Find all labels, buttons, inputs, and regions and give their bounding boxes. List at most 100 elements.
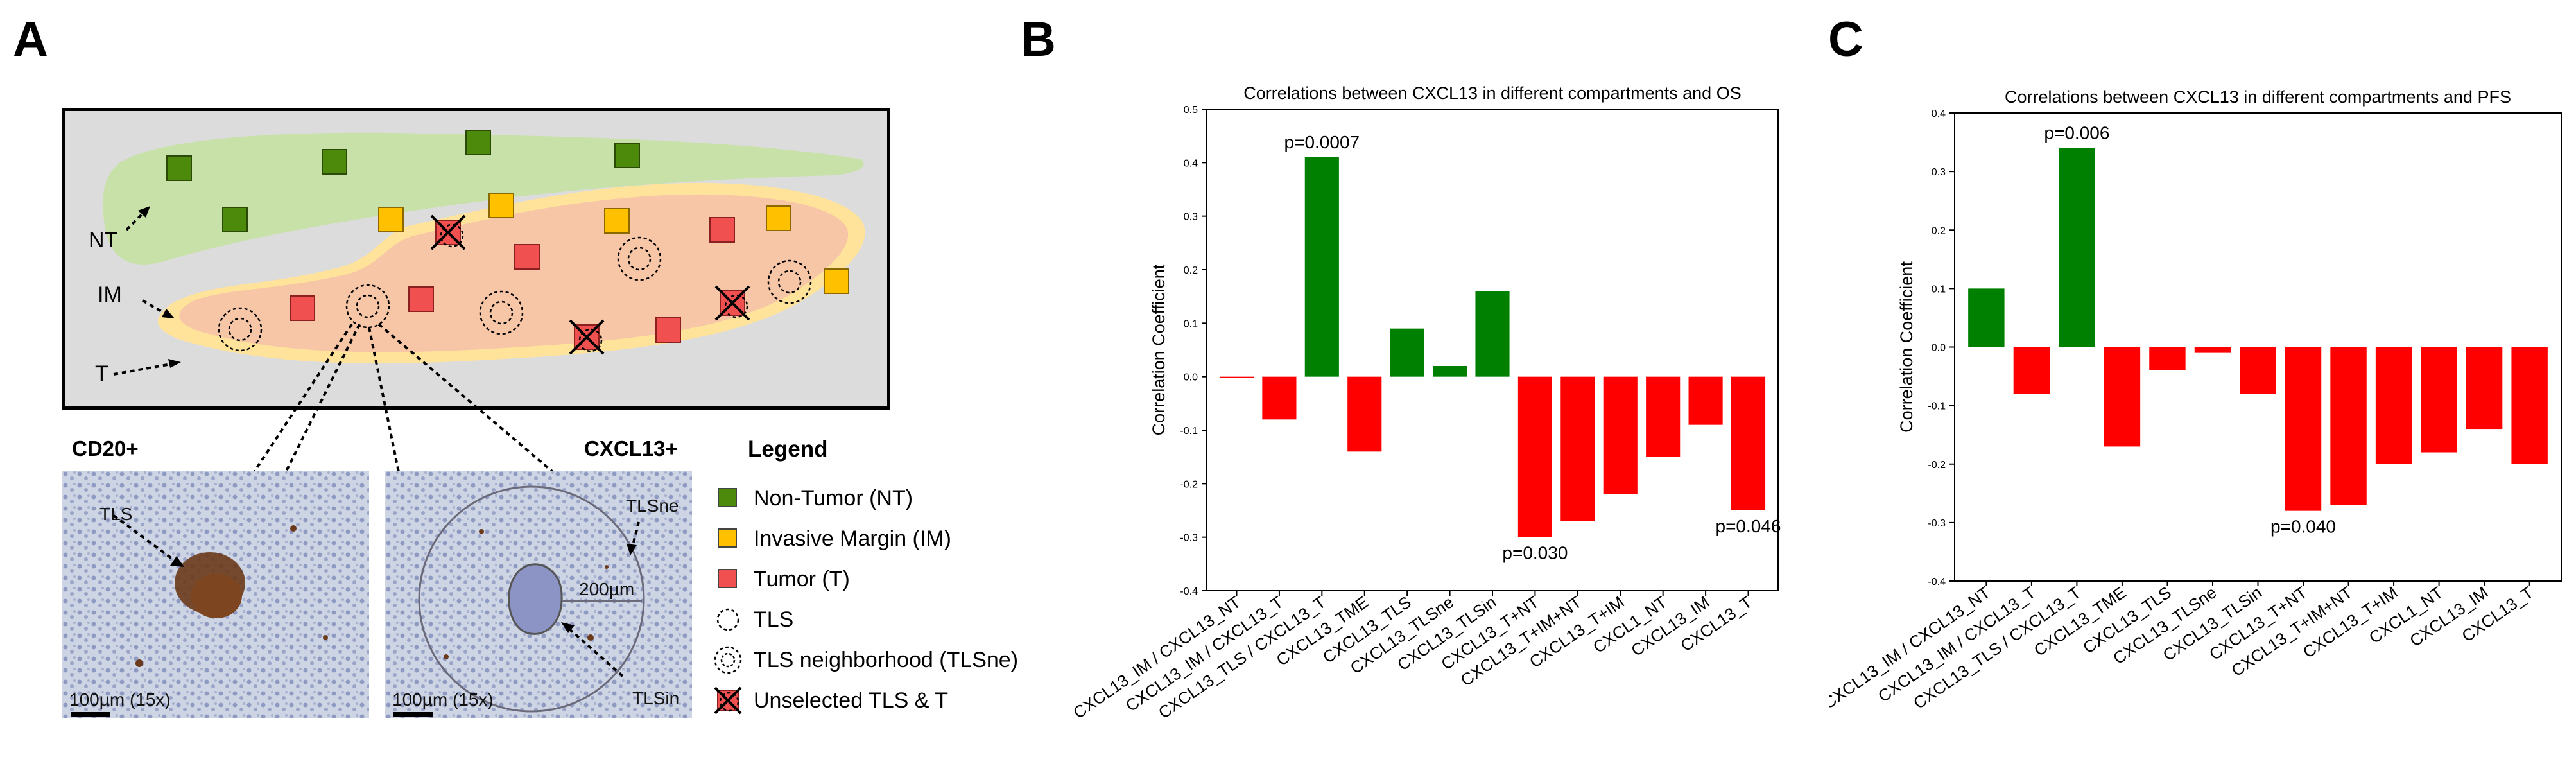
y-axis-label: Correlation Coefficient [1149,264,1168,435]
schematic-svg: NT IM T [89,130,865,386]
legend-title: Legend [748,437,828,462]
y-tick-label: 0.5 [1184,105,1198,116]
bar [1688,376,1723,425]
chart-c: Correlations between CXCL13 in different… [1829,87,2562,713]
legend-item-nt: Non-Tumor (NT) [714,483,913,514]
y-tick-label: 0.1 [1932,284,1946,295]
nt-label: NT [89,228,117,252]
y-tick-label: -0.2 [1928,460,1946,471]
legend-item-label: TLS neighborhood (TLSne) [754,647,1019,672]
bar [1347,376,1382,452]
bar [1433,366,1467,377]
bar [1475,291,1510,377]
double-dashed-circle-icon [714,646,742,674]
y-axis-label: Correlation Coefficient [1897,261,1916,433]
legend-item-unselected: Unselected TLS & T [714,685,948,716]
im-label: IM [98,283,122,307]
red-square-icon [714,565,742,593]
x-tick-label: CXCL13_IM / CXCL13_NT [1069,592,1244,722]
legend-item-label: TLS [754,607,794,632]
region-pointer-arrowheads [138,206,181,368]
bar [1219,376,1254,378]
p-value-annotation: p=0.006 [2044,123,2109,143]
cxcl13-scale-label: 100µm (15x) [392,690,494,709]
y-tick-label: 0.2 [1932,225,1946,236]
nt-markers [166,130,640,232]
bar [1517,376,1552,537]
y-tick-label: -0.1 [1180,426,1198,437]
cd20-title: CD20+ [72,437,139,460]
panel-c-letter: C [1828,12,1863,67]
y-tick-label: -0.4 [1180,586,1198,597]
bar [1304,157,1339,377]
bar [2466,347,2503,430]
cd20-micrograph [62,471,369,718]
t-label: T [95,361,108,386]
bar [2511,347,2548,464]
bar [2375,347,2412,464]
bar [1560,376,1595,521]
yellow-square-icon [714,525,742,553]
y-tick-label: 0.4 [1932,109,1946,119]
y-tick-label: -0.3 [1928,518,1946,529]
p-value-annotation: p=0.046 [1716,516,1781,536]
bar [2013,347,2050,394]
cd20-scale-label: 100µm (15x) [69,690,171,709]
legend-item-t: Tumor (T) [714,564,850,595]
y-tick-label: 0.2 [1184,265,1198,276]
y-tick-label: -0.2 [1180,479,1198,490]
dashed-circle-icon [714,605,742,634]
x-tick-label: CXCL13_TLS / CXCL13_T [1155,592,1329,722]
bar [2194,347,2231,353]
x-tick-label: CXCL13_IM / CXCL13_NT [1829,582,1994,713]
t-region [179,194,849,352]
y-tick-label: -0.3 [1180,533,1198,544]
cxcl13-scale-bar [393,712,433,717]
legend-item-label: Invasive Margin (IM) [754,526,951,551]
legend-item-tlsne: TLS neighborhood (TLSne) [714,645,1018,675]
chart-b: Correlations between CXCL13 in different… [1069,83,1781,722]
cxcl13-micrograph [385,471,692,718]
y-tick-label: -0.1 [1928,401,1946,412]
cxcl13-title: CXCL13+ [584,437,678,460]
p-value-annotation: p=0.040 [2270,517,2336,537]
bar [2421,347,2457,453]
legend-item-tls: TLS [714,604,793,635]
y-tick-label: 0.0 [1184,372,1198,383]
bar [2149,347,2186,370]
y-tick-label: 0.3 [1932,167,1946,178]
panel-a-letter: A [13,12,48,67]
bar [1731,376,1766,510]
legend-item-label: Unselected TLS & T [754,688,949,713]
nt-region [103,132,864,265]
tissue-schematic: NT IM T [62,108,890,410]
cd20-scale-bar [71,712,110,717]
y-tick-label: 0.3 [1184,212,1198,223]
bar [1646,376,1681,457]
legend-item-label: Tumor (T) [754,566,850,591]
bar [2285,347,2322,511]
cd20-image [62,471,369,718]
p-value-annotation: p=0.030 [1502,543,1568,563]
bar [2240,347,2276,394]
bar [2059,148,2095,347]
legend-item-label: Non-Tumor (NT) [754,485,913,510]
chart-title: Correlations between CXCL13 in different… [2005,87,2511,107]
p-value-annotation: p=0.0007 [1284,132,1360,152]
region-pointer-arrows [113,209,175,376]
cd20-tls-label: TLS [99,504,133,524]
cxcl13-tlsin-label: TLSin [632,688,680,708]
im-markers [378,193,849,294]
y-tick-label: 0.1 [1184,318,1198,329]
legend-item-im: Invasive Margin (IM) [714,523,951,554]
cxcl13-image [385,471,692,718]
y-tick-label: -0.4 [1928,577,1946,587]
bar [1262,376,1297,420]
cxcl13-tlsne-label: TLSne [626,496,679,516]
crossed-red-square-icon [714,686,742,715]
bar [2104,347,2141,447]
cxcl13-radius-label: 200µm [579,579,635,599]
chart-title: Correlations between CXCL13 in different… [1243,83,1741,103]
bar [1390,328,1424,377]
green-square-icon [714,484,742,512]
